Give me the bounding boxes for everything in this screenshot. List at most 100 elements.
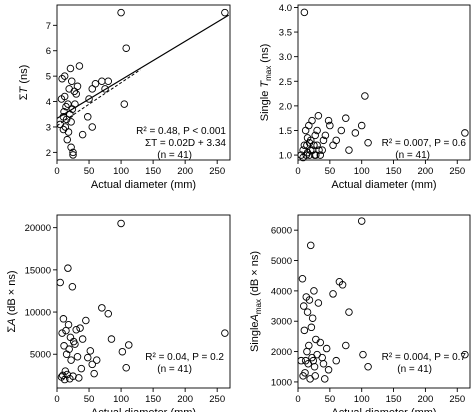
data-point	[318, 146, 326, 154]
data-point	[319, 359, 328, 368]
data-point	[307, 323, 316, 332]
data-point	[314, 299, 323, 307]
data-point	[305, 341, 313, 350]
data-point	[59, 315, 68, 323]
data-point	[303, 308, 312, 316]
data-point	[71, 340, 79, 348]
data-point	[85, 95, 93, 103]
chart-panel-4: 0 50 100 150 200 250 1000 2000 3000 4000 5000 6000 A…	[249, 214, 471, 412]
data-point	[60, 72, 69, 80]
x-tick-label: 150	[145, 166, 161, 177]
x-tick-label: 50	[325, 166, 336, 177]
data-point	[120, 100, 129, 108]
data-point	[62, 350, 71, 358]
data-point	[221, 329, 229, 337]
data-point	[118, 347, 127, 356]
data-point	[461, 129, 469, 137]
data-point	[319, 136, 328, 145]
x-tick-label: 0	[295, 394, 300, 405]
data-point	[310, 287, 318, 295]
data-point	[301, 126, 310, 135]
x-tick-label: 50	[325, 394, 336, 405]
y-tick-label: 2000	[271, 347, 292, 358]
stats-annotation: (n = 41)	[157, 364, 192, 375]
data-point	[92, 356, 101, 364]
data-point	[332, 136, 340, 145]
data-point	[322, 344, 331, 353]
plot-frame	[56, 214, 231, 389]
y-axis-label: ΣT (ns)	[18, 65, 30, 101]
x-tick-label: 150	[386, 394, 402, 405]
data-point	[65, 85, 73, 93]
data-point	[321, 375, 329, 383]
y-tick-label: 15000	[25, 265, 51, 276]
data-point	[67, 143, 75, 152]
data-point	[324, 366, 333, 374]
data-point	[104, 309, 113, 318]
data-point	[67, 356, 75, 364]
x-tick-label: 200	[417, 166, 433, 177]
data-point	[104, 77, 113, 85]
data-point	[117, 219, 125, 228]
data-point	[305, 296, 314, 304]
data-point	[71, 100, 79, 108]
data-point	[315, 146, 323, 154]
x-tick-label: 0	[295, 166, 300, 177]
x-axis-label: Actual diameter (mm)	[91, 179, 196, 191]
data-point	[86, 347, 95, 355]
data-point	[338, 281, 347, 289]
y-tick-label: 5	[46, 72, 51, 83]
stats-annotation: R² = 0.48, P < 0.001	[136, 126, 226, 137]
y-tick-label: 4000	[271, 286, 292, 297]
x-tick-label: 250	[209, 394, 225, 405]
y-tick-label: 1.0	[279, 151, 292, 162]
data-point	[298, 274, 307, 283]
y-tick-label: 4.0	[279, 3, 292, 14]
data-point	[107, 335, 116, 343]
data-point	[329, 141, 337, 149]
y-tick-label: 20000	[25, 223, 51, 234]
data-point	[345, 146, 353, 154]
x-tick-label: 250	[209, 166, 225, 177]
data-point	[299, 302, 308, 310]
data-point	[461, 350, 469, 359]
y-axis-label: Single Tmax (ns)	[259, 44, 273, 122]
data-point	[58, 329, 66, 337]
regression-line	[56, 14, 230, 119]
plot-frame	[297, 4, 471, 161]
data-point	[351, 129, 360, 137]
y-tick-label: 5000	[271, 256, 292, 267]
y-tick-label: 2.5	[279, 77, 292, 88]
data-point	[69, 151, 77, 159]
stats-annotation: R² = 0.004, P = 0.7	[382, 352, 467, 363]
data-point	[67, 77, 76, 85]
data-point	[332, 356, 340, 365]
data-point	[308, 314, 317, 322]
data-point	[69, 148, 77, 157]
data-point	[357, 121, 366, 130]
data-point	[98, 304, 106, 312]
data-point	[297, 151, 305, 159]
data-point	[311, 372, 319, 380]
data-point	[91, 80, 100, 88]
data-point	[64, 264, 72, 272]
stats-annotation: (n = 41)	[397, 364, 432, 375]
data-point	[69, 372, 77, 380]
data-point	[78, 335, 87, 343]
data-point	[56, 278, 64, 287]
stats-annotation: (n = 41)	[157, 150, 192, 161]
data-point	[88, 360, 96, 369]
y-axis-label: ΣA (dB × ns)	[6, 270, 18, 332]
data-point	[72, 326, 80, 334]
data-point	[101, 85, 109, 93]
data-point	[88, 123, 96, 131]
data-point	[58, 74, 66, 83]
x-tick-label: 100	[113, 394, 129, 405]
data-point	[60, 92, 69, 101]
data-point	[98, 77, 106, 85]
data-point	[314, 111, 323, 120]
x-tick-label: 150	[386, 166, 402, 177]
data-point	[76, 324, 84, 332]
data-point	[313, 126, 321, 135]
y-tick-label: 5000	[30, 350, 51, 361]
